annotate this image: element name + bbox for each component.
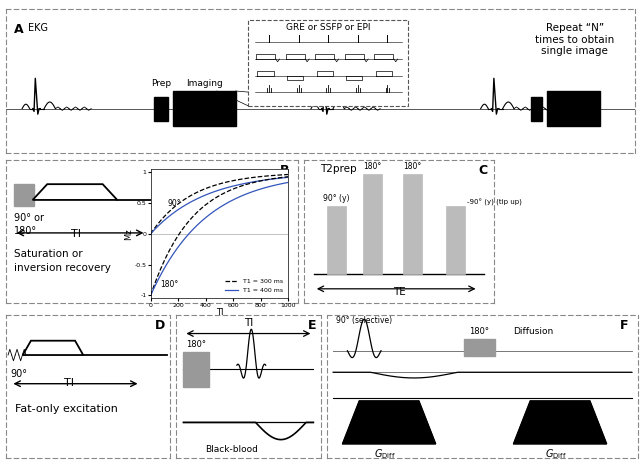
Text: E: E [308, 319, 316, 332]
Bar [403, 174, 422, 274]
Text: T2prep: T2prep [320, 164, 356, 174]
Text: Imaging: Imaging [186, 78, 222, 88]
Text: Saturation or: Saturation or [13, 249, 82, 259]
Bar [173, 91, 236, 126]
Text: Repeat “N”
times to obtain
single image: Repeat “N” times to obtain single image [535, 23, 615, 56]
Text: B: B [280, 164, 289, 177]
Text: 180°: 180° [187, 340, 206, 349]
Text: 180°: 180° [469, 328, 489, 337]
Text: $G_{\rm Diff}$: $G_{\rm Diff}$ [545, 447, 566, 461]
Text: Fat-only excitation: Fat-only excitation [15, 404, 117, 414]
Text: 180°: 180° [403, 162, 421, 171]
Legend: T1 = 300 ms, T1 = 400 ms: T1 = 300 ms, T1 = 400 ms [222, 276, 285, 295]
Polygon shape [342, 401, 436, 444]
Text: 180°: 180° [160, 280, 179, 289]
Bar [248, 20, 408, 106]
Text: 180°: 180° [363, 162, 381, 171]
Y-axis label: Mz: Mz [124, 228, 133, 240]
Text: 90° (y): 90° (y) [323, 194, 350, 203]
Bar [183, 352, 210, 386]
Polygon shape [33, 184, 117, 200]
Text: 90°: 90° [10, 369, 28, 379]
Bar [446, 206, 465, 274]
Text: $G_{\rm Diff}$: $G_{\rm Diff}$ [374, 447, 395, 461]
Text: TI: TI [71, 228, 81, 239]
Text: -90° (y) (tip up): -90° (y) (tip up) [467, 198, 522, 206]
Text: 90° (selective): 90° (selective) [336, 316, 392, 325]
Text: C: C [479, 164, 488, 177]
Text: Spoiler: Spoiler [60, 188, 90, 196]
Text: GRE or SSFP or EPI: GRE or SSFP or EPI [286, 23, 370, 31]
Text: F: F [620, 319, 628, 332]
Text: TI: TI [244, 318, 253, 328]
Bar [531, 96, 542, 121]
Bar [327, 206, 346, 274]
Bar [13, 184, 34, 206]
Polygon shape [23, 341, 83, 355]
Polygon shape [513, 401, 606, 444]
Text: Prep: Prep [151, 78, 171, 88]
Text: Black-blood: Black-blood [204, 445, 258, 454]
Text: 90°: 90° [167, 198, 181, 208]
Bar [363, 174, 382, 274]
Text: D: D [154, 319, 165, 332]
Text: 90° or: 90° or [13, 213, 44, 223]
Text: inversion recovery: inversion recovery [13, 263, 111, 273]
Text: A: A [14, 23, 24, 36]
Text: Diffusion: Diffusion [513, 328, 554, 337]
Bar [463, 339, 495, 356]
Bar [547, 91, 600, 126]
Text: Spoiler: Spoiler [38, 343, 67, 352]
Text: TI: TI [63, 378, 74, 388]
Text: EKG: EKG [28, 23, 49, 33]
Text: TE: TE [393, 288, 405, 298]
Bar [154, 96, 168, 121]
X-axis label: TI: TI [216, 308, 223, 317]
Text: 180°: 180° [13, 226, 37, 236]
